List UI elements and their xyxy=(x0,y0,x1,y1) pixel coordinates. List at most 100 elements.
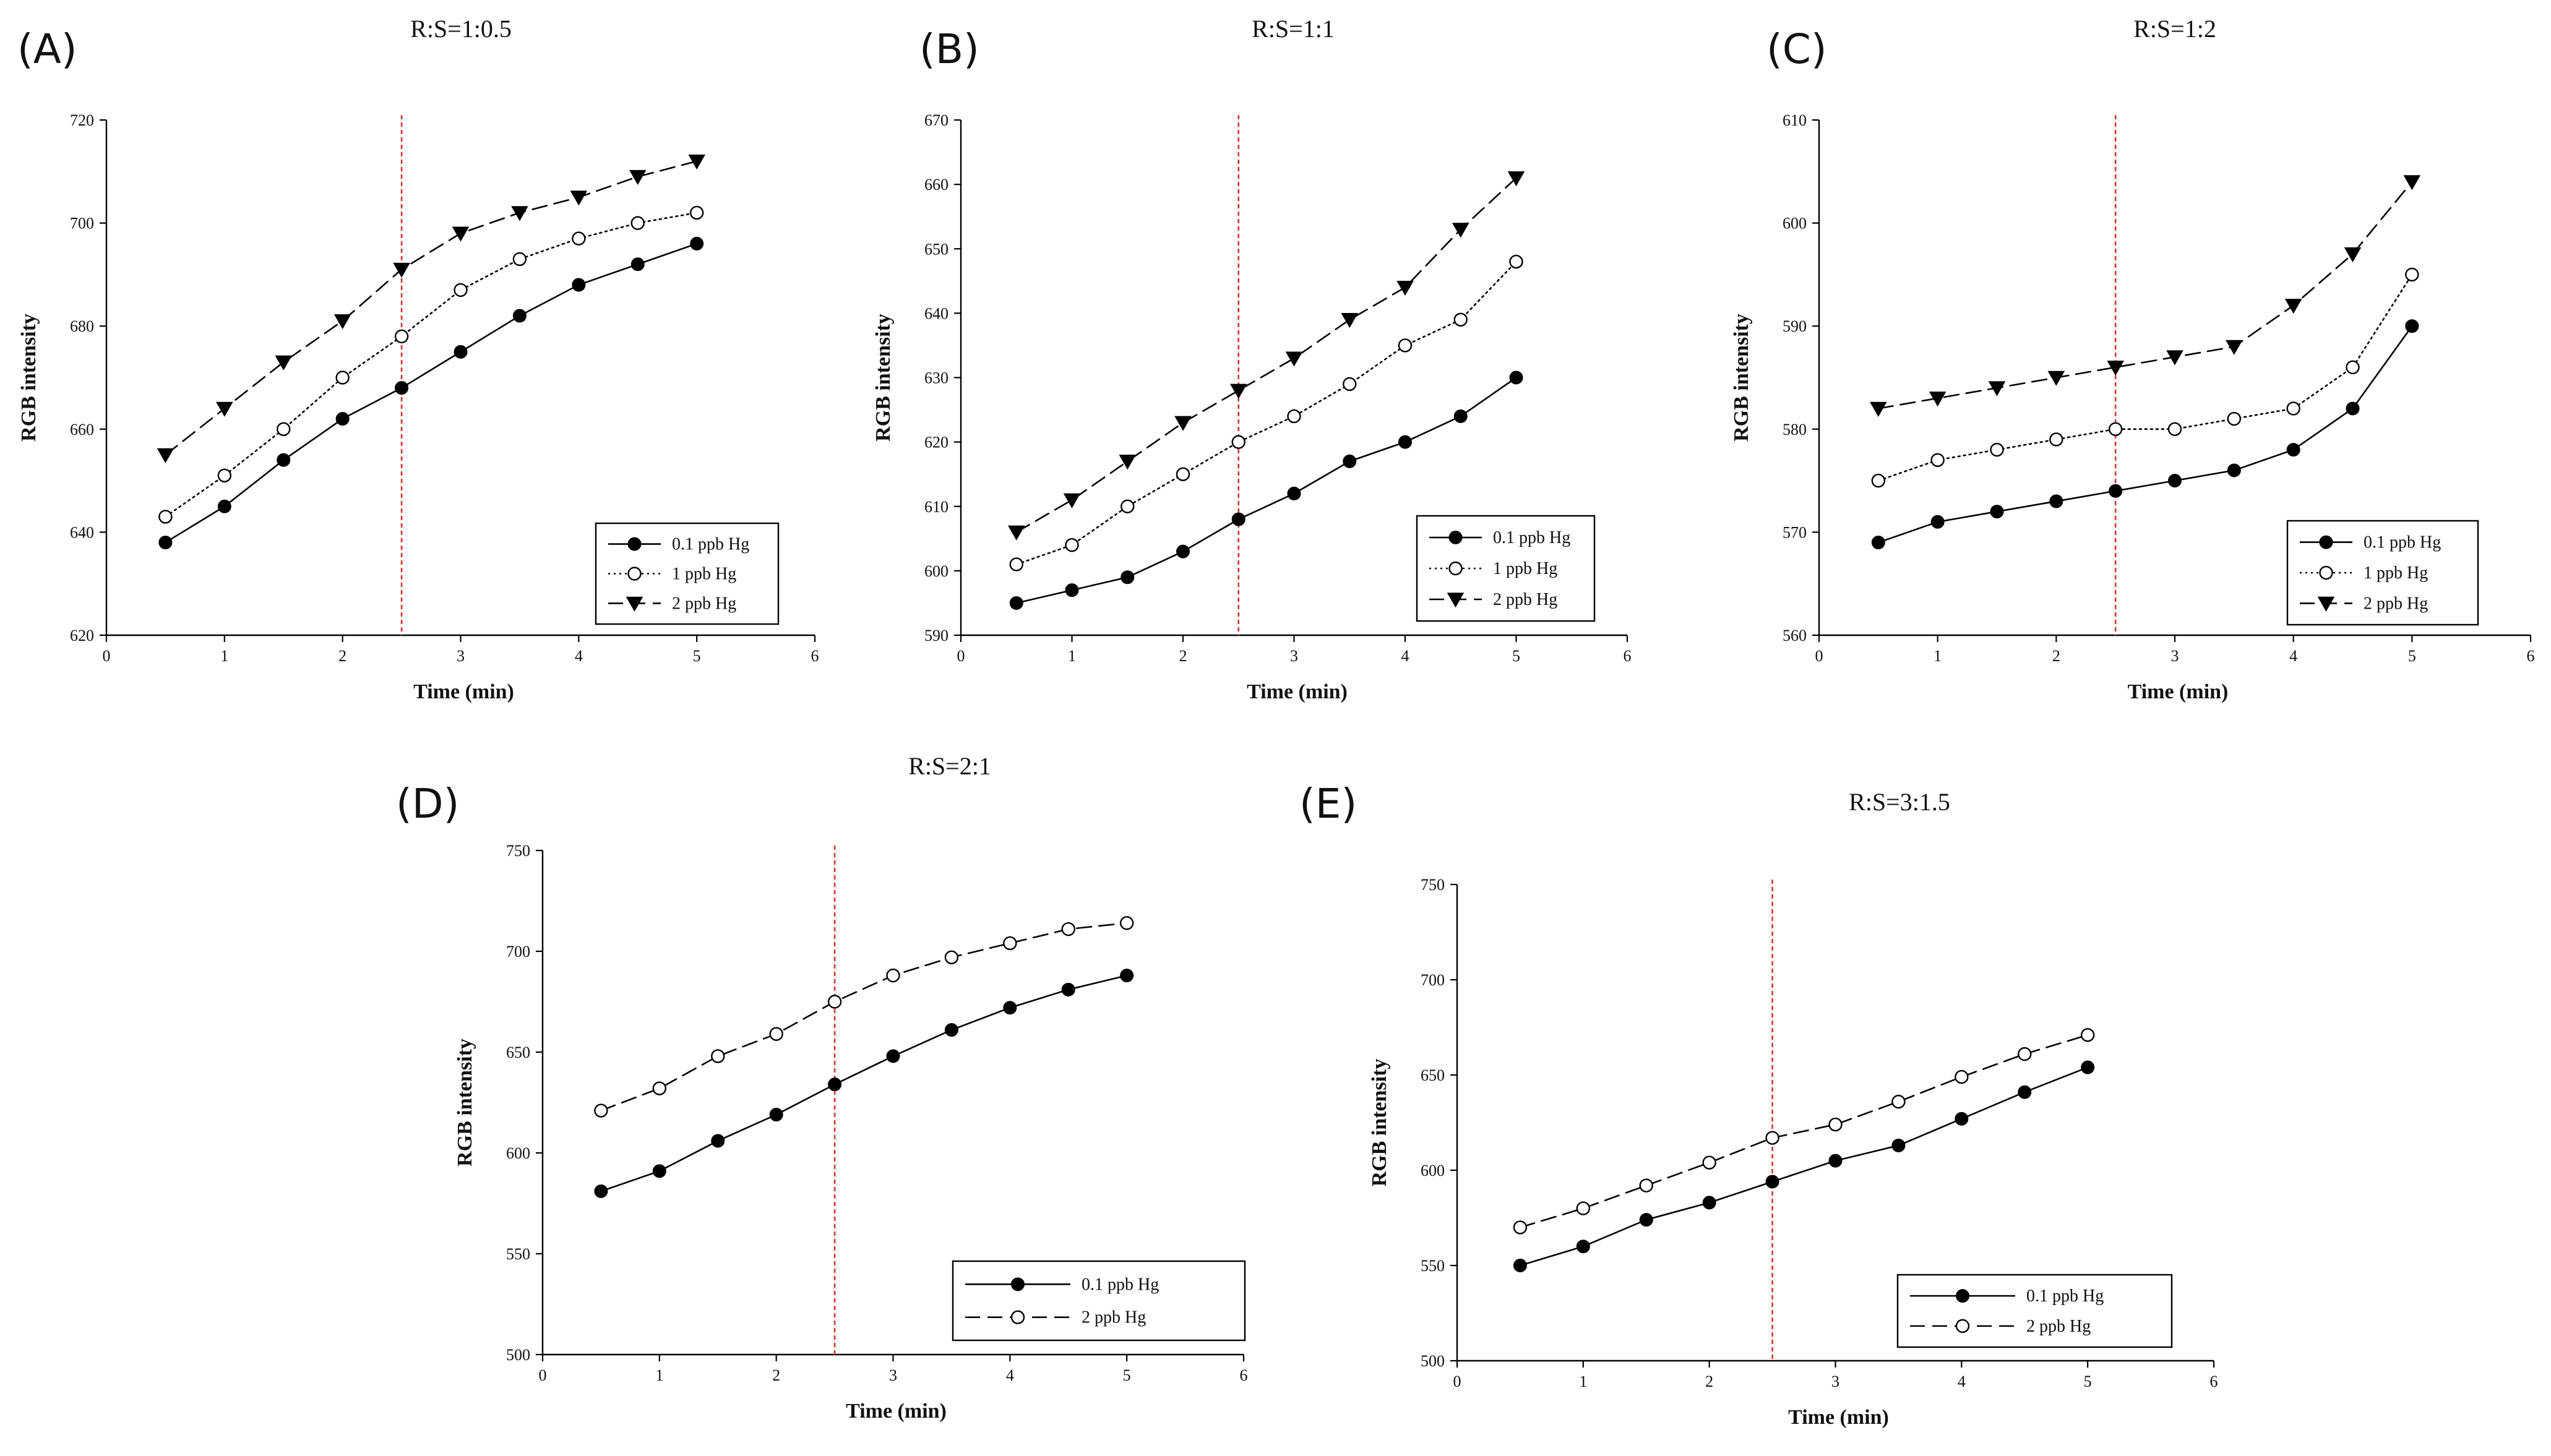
data-point xyxy=(1120,969,1134,983)
series-line xyxy=(1519,1034,2089,1228)
data-point xyxy=(572,231,586,246)
y-tick-label: 600 xyxy=(506,1144,530,1162)
x-tick-label: 5 xyxy=(2084,1372,2092,1390)
data-point xyxy=(827,995,842,1009)
data-point xyxy=(2286,443,2300,457)
series-1 xyxy=(1513,1028,2095,1235)
data-point xyxy=(1231,512,1245,526)
data-point xyxy=(2166,350,2183,366)
legend: 0.1 ppb Hg 2 ppb Hg xyxy=(1896,1274,2173,1348)
data-point xyxy=(769,1108,783,1122)
x-tick-label: 6 xyxy=(2527,647,2535,665)
data-point xyxy=(570,191,588,206)
x-tick-label: 3 xyxy=(889,1366,897,1384)
x-tick-label: 0 xyxy=(1453,1372,1461,1390)
series-line xyxy=(1015,177,1517,533)
data-point xyxy=(1396,280,1414,296)
data-point xyxy=(1063,493,1081,508)
data-point xyxy=(1639,1178,1653,1193)
y-tick-label: 500 xyxy=(506,1346,530,1364)
data-point xyxy=(2018,1047,2032,1061)
data-point xyxy=(1828,1117,1843,1132)
data-point xyxy=(944,950,959,964)
y-tick-label: 590 xyxy=(924,627,949,644)
y-tick-label: 570 xyxy=(1783,523,1807,541)
y-tick-label: 680 xyxy=(70,317,94,335)
data-point xyxy=(1509,254,1523,269)
y-tick-label: 600 xyxy=(1421,1162,1445,1180)
data-point xyxy=(333,314,351,330)
data-point xyxy=(1453,409,1468,423)
data-point xyxy=(2049,432,2063,447)
y-tick-label: 750 xyxy=(1421,876,1445,894)
chart-title: R:S=1:2 xyxy=(2133,15,2216,43)
x-tick-label: 2 xyxy=(2052,647,2060,665)
data-point xyxy=(454,345,468,359)
data-point xyxy=(1061,922,1075,936)
x-tick-label: 5 xyxy=(1123,1366,1131,1384)
series-line xyxy=(1877,273,2413,482)
data-point xyxy=(2346,360,2360,375)
y-tick-label: 550 xyxy=(1421,1257,1445,1275)
legend-label: 1 ppb Hg xyxy=(2364,563,2428,583)
series-0 xyxy=(1871,319,2419,550)
y-tick-label: 610 xyxy=(924,498,949,516)
legend-marker xyxy=(1010,1310,1025,1324)
panel-label: (B) xyxy=(919,25,979,73)
series-0 xyxy=(1009,370,1523,610)
legend-label: 2 ppb Hg xyxy=(2026,1317,2091,1336)
data-point xyxy=(629,169,647,186)
data-point xyxy=(275,355,293,370)
legend-box xyxy=(595,522,780,625)
series-line xyxy=(1015,377,1517,604)
x-tick-label: 0 xyxy=(539,1366,547,1384)
legend-marker xyxy=(1955,1319,1970,1334)
series-line xyxy=(600,922,1128,1111)
data-point xyxy=(1287,409,1301,424)
data-point xyxy=(2167,422,2182,436)
data-point xyxy=(216,401,233,417)
data-point xyxy=(1003,936,1017,951)
x-axis-label: Time (min) xyxy=(2128,680,2229,703)
y-axis-label: RGB intensity xyxy=(1730,314,1753,442)
x-tick-label: 1 xyxy=(220,647,228,665)
legend-marker xyxy=(626,596,643,612)
data-point xyxy=(1891,1138,1906,1152)
data-point xyxy=(711,1134,725,1148)
y-tick-label: 640 xyxy=(70,523,94,541)
x-tick-label: 6 xyxy=(1240,1366,1248,1384)
series-line xyxy=(1877,325,2413,544)
x-tick-label: 4 xyxy=(575,647,583,665)
data-point xyxy=(1871,536,1885,550)
x-tick-label: 3 xyxy=(2171,647,2179,665)
y-tick-label: 610 xyxy=(1783,111,1807,129)
data-point xyxy=(1702,1155,1716,1170)
x-tick-label: 6 xyxy=(1624,647,1632,665)
y-tick-label: 550 xyxy=(506,1245,530,1263)
x-axis-label: Time (min) xyxy=(1788,1406,1889,1429)
data-point xyxy=(1639,1213,1653,1227)
legend-label: 0.1 ppb Hg xyxy=(1082,1275,1159,1294)
data-point xyxy=(1341,313,1359,328)
x-tick-label: 1 xyxy=(1068,647,1076,665)
data-point xyxy=(277,453,291,467)
data-point xyxy=(2049,494,2063,508)
data-point xyxy=(1765,1175,1779,1189)
legend-box xyxy=(952,1260,1246,1342)
legend: 0.1 ppb Hg 1 ppb Hg 2 ppb Hg xyxy=(2286,520,2479,626)
legend-marker xyxy=(2317,596,2335,612)
data-point xyxy=(1176,544,1190,559)
data-point xyxy=(1990,442,2004,457)
data-point xyxy=(1121,570,1135,585)
data-point xyxy=(1007,525,1025,541)
data-point xyxy=(2344,247,2362,262)
y-tick-label: 630 xyxy=(924,369,949,387)
data-point xyxy=(689,205,704,220)
y-tick-label: 750 xyxy=(506,842,530,860)
legend-box xyxy=(1896,1274,2173,1348)
y-tick-label: 600 xyxy=(924,562,949,580)
series-line xyxy=(165,242,698,544)
data-point xyxy=(2047,370,2065,386)
data-point xyxy=(1513,1220,1528,1235)
data-point xyxy=(2081,1060,2095,1074)
